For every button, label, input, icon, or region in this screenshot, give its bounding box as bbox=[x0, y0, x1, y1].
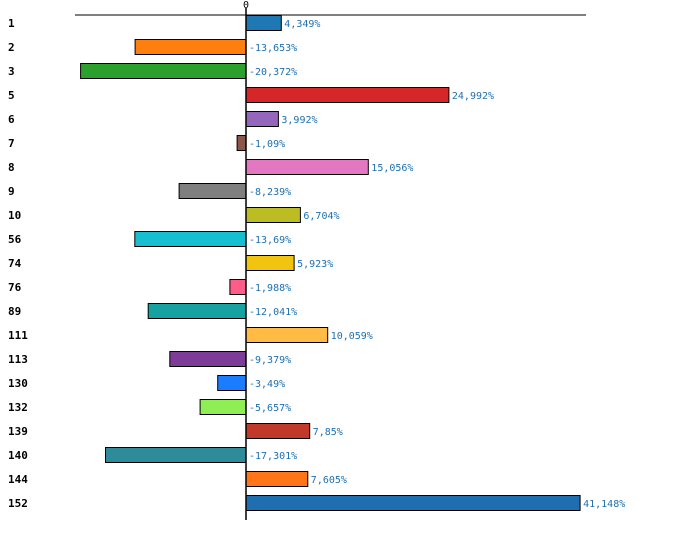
value-label-130: -3,49% bbox=[249, 379, 285, 390]
value-label-152: 41,148% bbox=[583, 499, 625, 510]
value-label-111: 10,059% bbox=[331, 331, 373, 342]
value-label-89: -12,041% bbox=[249, 307, 297, 318]
category-label-130: 130 bbox=[8, 377, 28, 390]
value-label-74: 5,923% bbox=[297, 259, 333, 270]
value-label-5: 24,992% bbox=[452, 91, 494, 102]
bar-10 bbox=[245, 207, 301, 223]
bar-56 bbox=[134, 231, 247, 247]
bar-1 bbox=[245, 15, 282, 31]
category-label-140: 140 bbox=[8, 449, 28, 462]
bars-group bbox=[80, 15, 581, 511]
zero-tick-label: 0 bbox=[243, 0, 249, 11]
value-label-140: -17,301% bbox=[249, 451, 297, 462]
value-label-8: 15,056% bbox=[371, 163, 413, 174]
value-label-9: -8,239% bbox=[249, 187, 291, 198]
category-label-7: 7 bbox=[8, 137, 15, 150]
bar-76 bbox=[229, 279, 247, 295]
bar-152 bbox=[245, 495, 581, 511]
value-label-6: 3,992% bbox=[281, 115, 317, 126]
bar-113 bbox=[169, 351, 247, 367]
value-label-10: 6,704% bbox=[303, 211, 339, 222]
bar-111 bbox=[245, 327, 329, 343]
bar-6 bbox=[245, 111, 279, 127]
bar-74 bbox=[245, 255, 295, 271]
bar-3 bbox=[80, 63, 247, 79]
value-label-76: -1,988% bbox=[249, 283, 291, 294]
bar-140 bbox=[105, 447, 247, 463]
category-label-56: 56 bbox=[8, 233, 22, 246]
value-label-144: 7,605% bbox=[311, 475, 347, 486]
value-label-113: -9,379% bbox=[249, 355, 291, 366]
value-label-1: 4,349% bbox=[284, 19, 320, 30]
bar-130 bbox=[217, 375, 247, 391]
value-label-139: 7,85% bbox=[313, 427, 343, 438]
category-label-1: 1 bbox=[8, 17, 15, 30]
bar-8 bbox=[245, 159, 369, 175]
category-label-139: 139 bbox=[8, 425, 28, 438]
category-label-76: 76 bbox=[8, 281, 22, 294]
category-label-9: 9 bbox=[8, 185, 15, 198]
category-label-5: 5 bbox=[8, 89, 15, 102]
category-label-89: 89 bbox=[8, 305, 21, 318]
value-label-132: -5,657% bbox=[249, 403, 291, 414]
bar-144 bbox=[245, 471, 309, 487]
bar-89 bbox=[147, 303, 247, 319]
bar-139 bbox=[245, 423, 311, 439]
value-label-56: -13,69% bbox=[249, 235, 291, 246]
category-label-2: 2 bbox=[8, 41, 15, 54]
bar-5 bbox=[245, 87, 450, 103]
category-label-144: 144 bbox=[8, 473, 28, 486]
category-label-10: 10 bbox=[8, 209, 21, 222]
category-label-152: 152 bbox=[8, 497, 28, 510]
category-label-111: 111 bbox=[8, 329, 28, 342]
bar-9 bbox=[178, 183, 247, 199]
value-label-2: -13,653% bbox=[249, 43, 297, 54]
bar-2 bbox=[134, 39, 247, 55]
category-label-132: 132 bbox=[8, 401, 28, 414]
value-label-3: -20,372% bbox=[249, 67, 297, 78]
labels-group: 1 4,349% 2 -13,653% 3 -20,372% 5 24,992% 6 3,992%… bbox=[8, 17, 625, 510]
category-label-74: 74 bbox=[8, 257, 22, 270]
category-label-8: 8 bbox=[8, 161, 15, 174]
bar-7 bbox=[236, 135, 247, 151]
category-label-6: 6 bbox=[8, 113, 15, 126]
category-label-113: 113 bbox=[8, 353, 28, 366]
value-label-7: -1,09% bbox=[249, 139, 285, 150]
category-label-3: 3 bbox=[8, 65, 15, 78]
bar-132 bbox=[199, 399, 247, 415]
